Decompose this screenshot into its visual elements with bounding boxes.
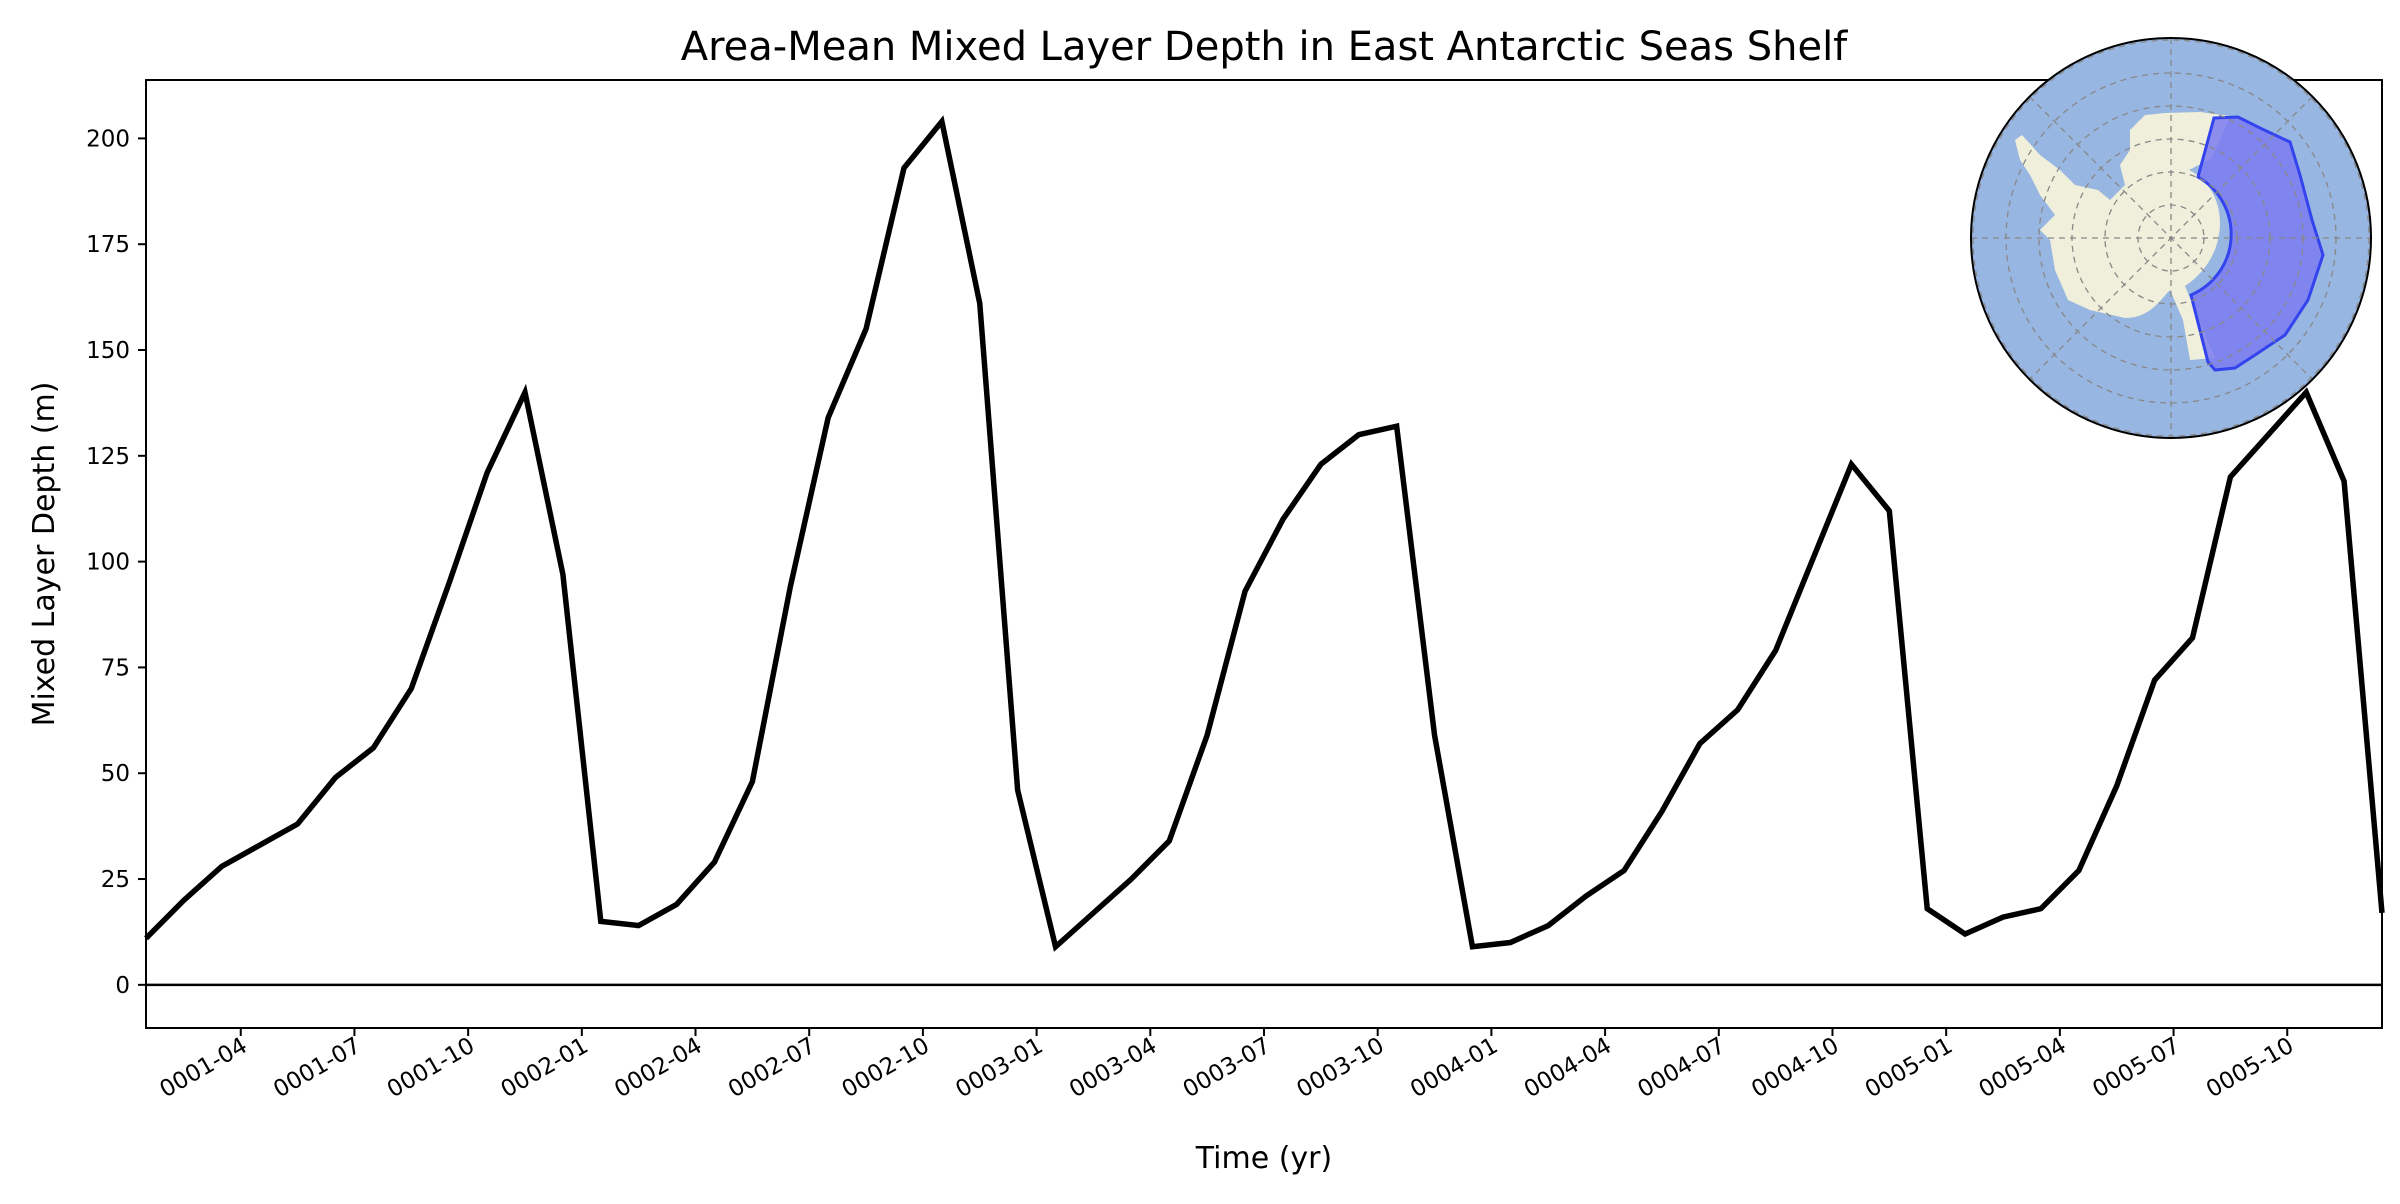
x-axis: 0001-04 0001-07 0001-10 0002-01 0002-04 0002-… xyxy=(156,1028,2298,1104)
y-tick-label: 100 xyxy=(86,550,130,576)
inset-map-antarctica xyxy=(1970,37,2372,439)
x-tick-label: 0005-04 xyxy=(1975,1033,2071,1104)
x-tick-label: 0005-01 xyxy=(1861,1033,1957,1104)
y-tick-label: 150 xyxy=(86,338,130,364)
inset-antarctica-land xyxy=(2015,112,2230,360)
x-tick-label: 0001-07 xyxy=(269,1033,365,1104)
x-axis-label: Time (yr) xyxy=(1195,1141,1332,1176)
y-axis-label: Mixed Layer Depth (m) xyxy=(27,382,62,727)
x-tick-label: 0003-07 xyxy=(1179,1033,1275,1104)
x-tick-label: 0004-04 xyxy=(1520,1033,1616,1104)
inset-graticule xyxy=(1971,38,2371,438)
meridian-line xyxy=(2029,96,2313,380)
y-tick-label: 125 xyxy=(86,444,130,470)
inset-map-border xyxy=(1970,37,2372,439)
x-tick-label: 0001-04 xyxy=(156,1033,252,1104)
x-tick-label: 0002-01 xyxy=(497,1033,593,1104)
series-line xyxy=(144,115,2385,952)
y-tick-label: 25 xyxy=(101,867,130,893)
inset-east-antarctic-shelf-region xyxy=(2189,115,2325,372)
y-tick-label: 0 xyxy=(115,973,130,999)
x-tick-label: 0004-07 xyxy=(1634,1033,1730,1104)
x-tick-label: 0001-10 xyxy=(383,1033,479,1104)
y-tick-label: 75 xyxy=(101,655,130,681)
chart-title: Area-Mean Mixed Layer Depth in East Anta… xyxy=(681,24,1848,70)
x-tick-label: 0002-10 xyxy=(838,1033,934,1104)
x-tick-label: 0004-01 xyxy=(1406,1033,1502,1104)
x-tick-label: 0005-07 xyxy=(2088,1033,2184,1104)
x-tick-label: 0002-07 xyxy=(724,1033,820,1104)
y-tick-label: 175 xyxy=(86,232,130,258)
x-tick-label: 0003-01 xyxy=(951,1033,1047,1104)
y-tick-label: 200 xyxy=(86,126,130,152)
y-axis: 0 25 50 75 100 125 150 175 200 xyxy=(86,126,146,999)
x-tick-label: 0004-10 xyxy=(1747,1033,1843,1104)
x-tick-label: 0003-04 xyxy=(1065,1033,1161,1104)
x-tick-label: 0005-10 xyxy=(2202,1033,2298,1104)
plot-area xyxy=(144,115,2385,987)
y-tick-label: 50 xyxy=(101,761,130,787)
x-tick-label: 0002-04 xyxy=(610,1033,706,1104)
x-tick-label: 0003-10 xyxy=(1292,1033,1388,1104)
